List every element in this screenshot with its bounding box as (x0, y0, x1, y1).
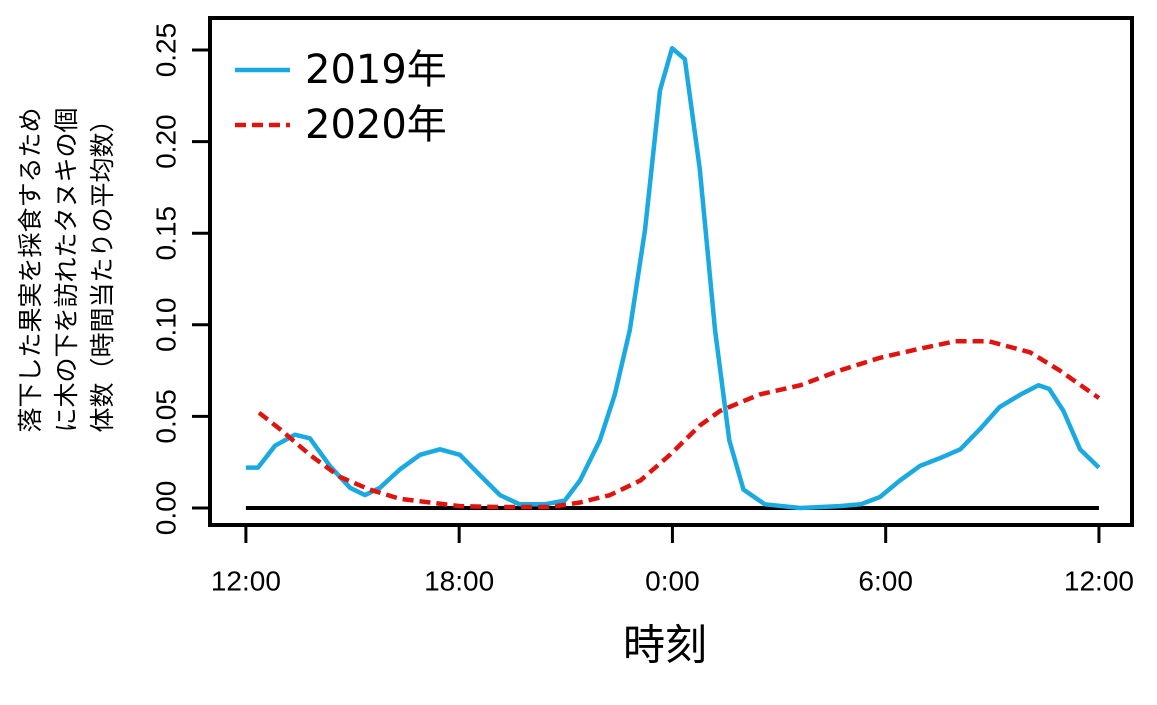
y-axis-label: に木の下を訪れたタヌキの個 (52, 107, 81, 432)
plot-frame (208, 16, 1134, 527)
legend-label: 2020年 (305, 102, 447, 148)
x-tick-label: 12:00 (211, 565, 281, 596)
x-tick-label: 0:00 (645, 565, 700, 596)
x-axis-label: 時刻 (623, 621, 707, 670)
y-axis-label: 落下した果実を採食するため (16, 107, 45, 432)
y-tick-label: 0.20 (150, 114, 181, 169)
x-tick-label: 6:00 (858, 565, 913, 596)
y-tick-label: 0.25 (150, 23, 181, 78)
data-line (257, 339, 1101, 510)
y-tick-label: 0.05 (150, 389, 181, 444)
x-tick-label: 18:00 (424, 565, 494, 596)
y-axis-label: 体数（時間当たりの平均数） (88, 107, 117, 432)
legend-label: 2019年 (305, 47, 447, 93)
y-tick-label: 0.10 (150, 298, 181, 353)
y-tick-label: 0.15 (150, 206, 181, 261)
y-tick-label: 0.00 (150, 481, 181, 536)
x-tick-label: 12:00 (1064, 565, 1134, 596)
